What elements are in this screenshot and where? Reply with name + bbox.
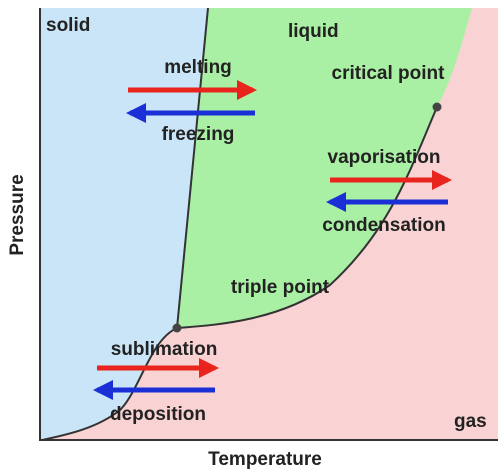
liquid-label: liquid [288, 21, 339, 42]
gas-label: gas [454, 411, 487, 432]
solid-label: solid [46, 15, 90, 36]
melting-label: melting [164, 57, 232, 78]
y-axis-label: Pressure [7, 174, 28, 255]
x-axis-label: Temperature [208, 449, 322, 470]
fusion-line [176, 7, 209, 329]
critical-point-label: critical point [332, 63, 446, 84]
triple-point-label: triple point [231, 277, 330, 298]
condensation-label: condensation [322, 215, 446, 236]
vaporisation-label: vaporisation [328, 147, 441, 168]
critical-point [432, 102, 442, 112]
freezing-label: freezing [162, 124, 235, 145]
solid-region [40, 8, 208, 440]
triple-point [172, 323, 182, 333]
deposition-label: deposition [110, 404, 206, 425]
vaporisation-line [176, 106, 438, 329]
sublimation-line [41, 327, 178, 441]
sublimation-label: sublimation [111, 339, 218, 360]
